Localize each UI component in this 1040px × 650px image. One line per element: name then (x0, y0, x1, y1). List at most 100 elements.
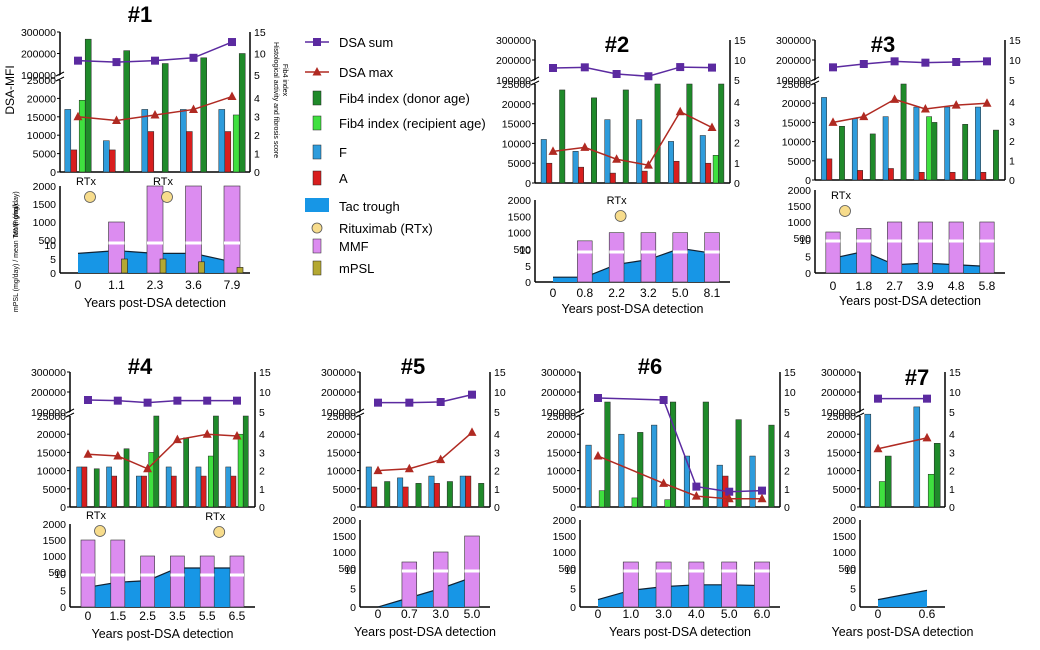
dsa-max-point (920, 103, 930, 113)
bar-mmf (108, 221, 125, 274)
dsa-tick-label: 10000 (37, 466, 66, 478)
bar-F (397, 477, 404, 508)
right-tick-label: 4 (254, 93, 260, 105)
mmf-axis-title: MMF (mg/day) (13, 191, 20, 237)
bar-mpsl (198, 261, 205, 274)
dsa-sum-point (436, 398, 445, 406)
dsa-tick-label: 10000 (827, 466, 856, 478)
mmf-tick-label: 1500 (833, 531, 857, 543)
bar-fib-donor (213, 415, 219, 508)
bar-A (81, 466, 88, 508)
x-axis-title: Years post-DSA detection (839, 294, 981, 308)
bar-mmf (146, 185, 164, 274)
x-tick-label: 2.2 (608, 286, 625, 300)
x-tick-label: 3.5 (169, 609, 186, 623)
legend-label: DSA sum (339, 35, 393, 50)
dsa-tick-label: 200000 (321, 387, 356, 399)
dsa-max-point (675, 106, 685, 116)
right-tick-label: 3 (254, 112, 260, 124)
right-tick-label: 2 (734, 138, 740, 150)
bar-F (975, 106, 981, 181)
right-tick-label: 15 (784, 367, 796, 379)
dsa-tick-label: 0 (350, 502, 356, 514)
dsa-tick-label: 20000 (782, 98, 811, 110)
right-tick-label: 3 (259, 447, 265, 459)
tac-area (553, 248, 712, 282)
panel-title: #2 (605, 32, 629, 57)
dsa-max-point (593, 451, 603, 460)
mmf-tick-label: 1000 (508, 228, 532, 240)
dsa-tick-label: 0 (850, 502, 856, 514)
mmf-tick-label: 1500 (33, 199, 57, 211)
dsa-max-point (951, 100, 961, 109)
x-tick-label: 4.0 (688, 607, 705, 621)
dsa-max-point (373, 465, 383, 475)
bar-F (585, 444, 592, 508)
legend-swatch (312, 144, 322, 160)
bar-F (913, 406, 921, 508)
bar-mmf (577, 240, 593, 283)
dsa-max-point (828, 117, 838, 126)
right-tick-label: 2 (494, 466, 500, 478)
dsa-max-point (83, 449, 93, 458)
dsa-tick-label: 5000 (508, 158, 532, 170)
mmf-tick-label: 1500 (553, 531, 577, 543)
dsa-max-point (691, 491, 701, 500)
dsa-tick-label: 300000 (21, 27, 56, 39)
bar-mmf (917, 221, 933, 274)
x-tick-label: 0.8 (576, 286, 593, 300)
bar-fib-donor (478, 483, 485, 508)
dsa-sum-point (952, 58, 961, 66)
bar-F (76, 466, 83, 508)
dsa-tick-label: 5000 (553, 484, 577, 496)
legend-swatch (312, 115, 322, 131)
x-tick-label: 6.0 (754, 607, 771, 621)
bar-fib-donor (884, 455, 892, 508)
right-tick-label: 4 (949, 429, 955, 441)
low-tick-label: 5 (570, 584, 576, 596)
legend-label: Fib4 index (recipient age) (339, 116, 486, 131)
bar-A (980, 172, 987, 181)
right-tick-label: 10 (254, 49, 266, 61)
x-tick-label: 1.0 (622, 607, 639, 621)
tac-area (833, 251, 987, 273)
right-axis-title: Fib4 index (281, 64, 288, 97)
dsa-sum-line (832, 60, 988, 69)
x-tick-label: 8.1 (704, 286, 721, 300)
right-tick-label: 5 (254, 70, 260, 82)
right-tick-label: 3 (949, 447, 955, 459)
legend-swatch (312, 260, 322, 276)
bar-mmf (640, 232, 657, 283)
bar-A (402, 486, 409, 508)
dsa-tick-label: 20000 (37, 429, 66, 441)
dsa-max-point (873, 443, 883, 453)
dsa-max-point (659, 478, 669, 487)
right-tick-label: 0 (734, 178, 740, 190)
x-tick-label: 2.5 (139, 609, 156, 623)
dsa-max-point (112, 115, 121, 124)
right-tick-label: 1 (494, 484, 500, 496)
dsa-sum-point (468, 390, 476, 399)
dsa-tick-label: 10000 (782, 137, 811, 149)
tac-area (878, 590, 927, 607)
bar-mmf (825, 231, 841, 274)
bar-F (136, 475, 142, 508)
low-tick-label: 0 (805, 268, 811, 280)
legend-swatch (312, 170, 322, 186)
dsa-tick-label: 0 (570, 502, 576, 514)
bar-fib-recipient (926, 116, 932, 181)
right-tick-label: 2 (784, 466, 790, 478)
bar-fib-donor (200, 57, 207, 173)
bar-mmf (721, 561, 738, 608)
bar-fib-donor (718, 83, 725, 184)
dsa-max-point (643, 160, 653, 169)
dsa-tick-label: 20000 (827, 429, 856, 441)
right-tick-label: 1 (784, 484, 790, 496)
mmf-tick-label: 1000 (333, 547, 357, 559)
dsa-max-point (150, 109, 160, 119)
mmf-tick-label: 1000 (43, 551, 67, 563)
dsa-tick-label: 100000 (21, 70, 56, 82)
bar-F (864, 413, 872, 508)
bar-fib-donor (84, 38, 92, 173)
bar-F (572, 151, 579, 184)
